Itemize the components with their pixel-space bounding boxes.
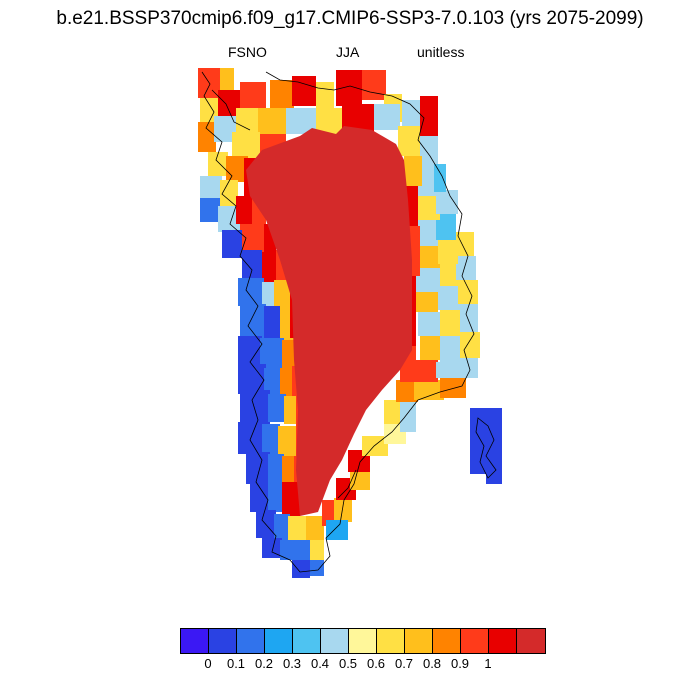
colorbar-swatch xyxy=(405,629,433,653)
colorbar-swatch xyxy=(517,629,545,653)
colorbar-swatch xyxy=(377,629,405,653)
colorbar-tick-label: 0.5 xyxy=(338,656,358,671)
colorbar-swatch xyxy=(209,629,237,653)
colorbar xyxy=(180,628,546,654)
colorbar-tick-label: 0.1 xyxy=(226,656,246,671)
colorbar-swatch xyxy=(181,629,209,653)
colorbar-swatch xyxy=(265,629,293,653)
coastline xyxy=(201,71,497,573)
units-label: unitless xyxy=(417,44,465,60)
ice-sheet-interior xyxy=(246,126,412,516)
colorbar-tick-label: 1 xyxy=(484,656,492,671)
colorbar-swatch xyxy=(489,629,517,653)
colorbar-tick-label: 0.6 xyxy=(366,656,386,671)
colorbar-tick-label: 0.9 xyxy=(450,656,470,671)
colorbar-swatch xyxy=(321,629,349,653)
colorbar-tick-label: 0.8 xyxy=(422,656,442,671)
colorbar-tick-label: 0.3 xyxy=(282,656,302,671)
colorbar-swatch xyxy=(349,629,377,653)
colorbar-tick-label: 0 xyxy=(204,656,212,671)
colorbar-swatch xyxy=(461,629,489,653)
colorbar-tick-label: 0.2 xyxy=(254,656,274,671)
colorbar-swatch xyxy=(237,629,265,653)
plot-title: b.e21.BSSP370cmip6.f09_g17.CMIP6-SSP3-7.… xyxy=(56,8,644,29)
colorbar-tick-label: 0.7 xyxy=(394,656,414,671)
colorbar-tick-label: 0.4 xyxy=(310,656,330,671)
colorbar-swatch xyxy=(293,629,321,653)
season-label: JJA xyxy=(336,44,360,60)
colorbar-labels: 0 0.1 0.2 0.3 0.4 0.5 0.6 0.7 0.8 0.9 1 xyxy=(0,656,700,676)
colorbar-swatch xyxy=(433,629,461,653)
variable-label: FSNO xyxy=(228,44,267,60)
